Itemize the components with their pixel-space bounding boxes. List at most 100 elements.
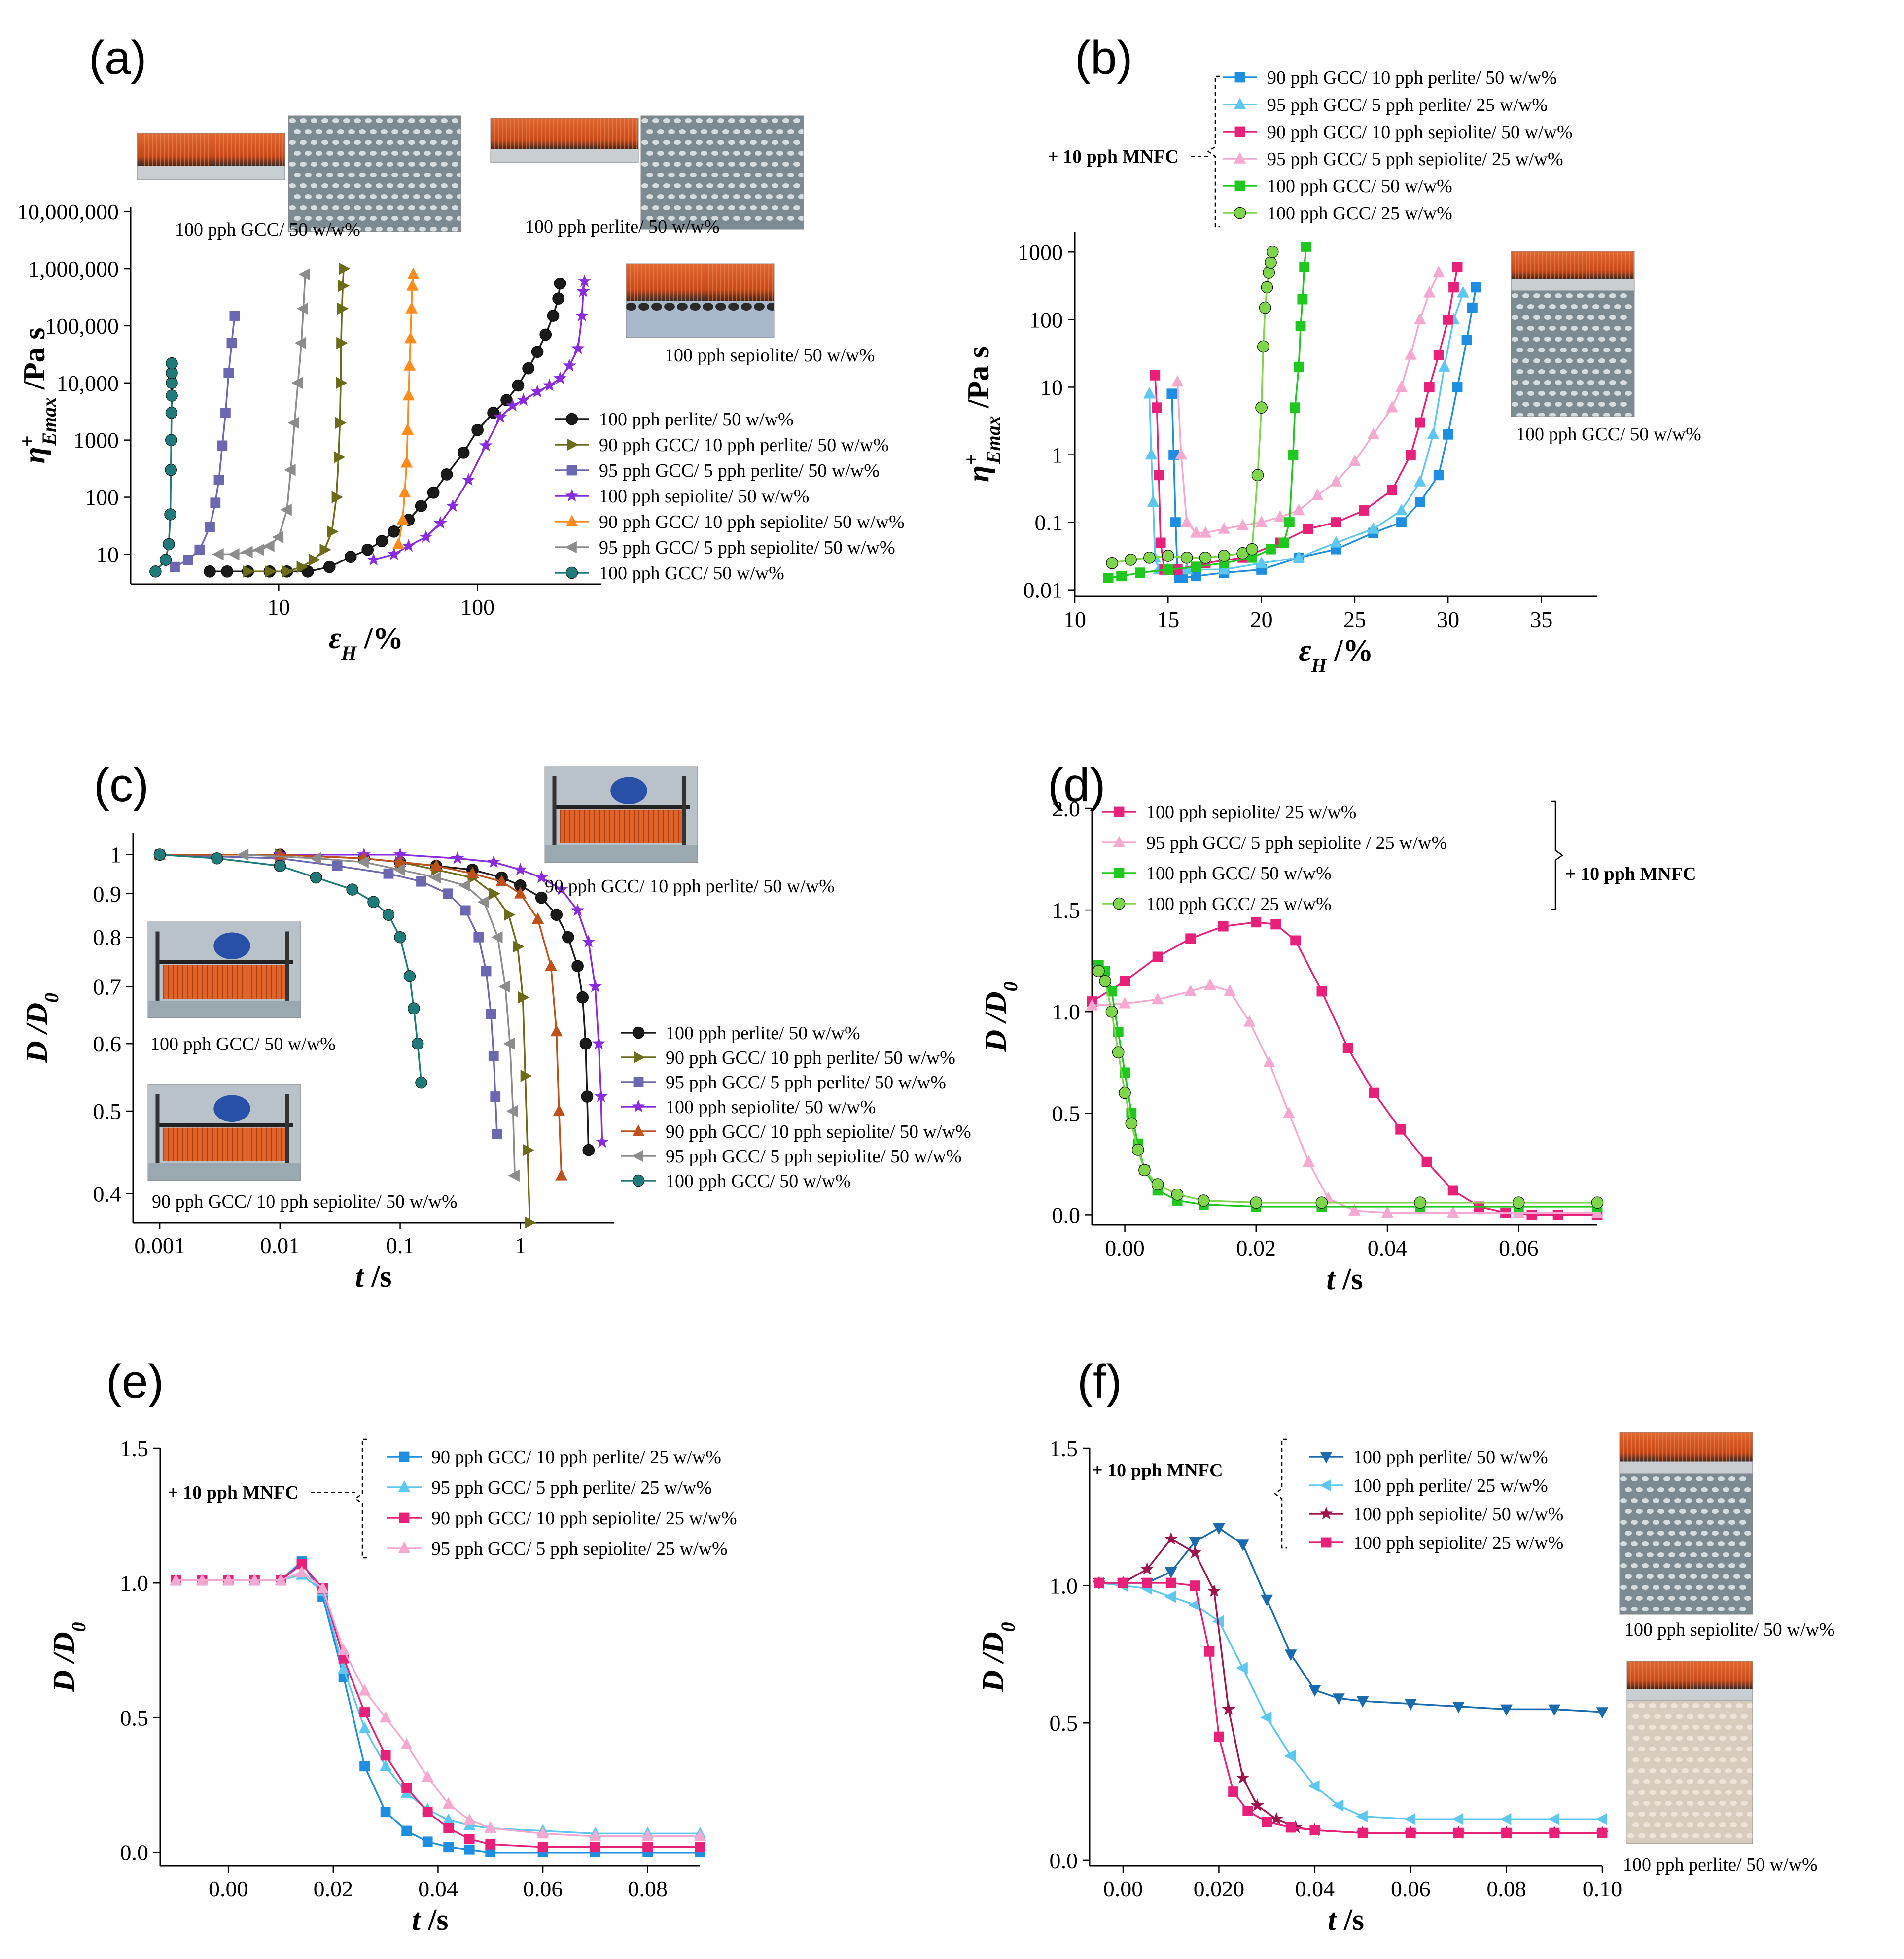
data-point	[1438, 360, 1450, 372]
data-point	[163, 538, 175, 551]
data-point	[554, 277, 566, 290]
legend-entry: 100 pph sepiolite/ 50 w/w%	[599, 486, 809, 507]
data-point	[1457, 286, 1469, 298]
x-tick-label: 0.04	[1368, 1235, 1408, 1260]
data-point	[1207, 1584, 1221, 1597]
legend-entry: 100 pph sepiolite/ 50 w/w%	[666, 1097, 876, 1118]
data-point	[1406, 450, 1416, 460]
legend: 100 pph perlite/ 50 w/w% 90 pph GCC/ 10 p…	[621, 1023, 971, 1191]
data-point	[461, 473, 475, 486]
data-point	[1549, 1827, 1560, 1838]
data-point	[237, 848, 249, 861]
data-point	[1395, 1124, 1406, 1135]
series-line	[280, 853, 603, 1142]
y-tick-label: 100,000	[45, 314, 119, 339]
data-point	[226, 338, 237, 349]
data-point	[359, 1707, 370, 1717]
data-point	[1330, 536, 1342, 548]
data-point	[408, 1002, 420, 1014]
data-point	[1125, 554, 1137, 566]
data-point	[1467, 302, 1478, 313]
data-point	[1451, 1813, 1464, 1825]
data-point	[1112, 1046, 1125, 1058]
series-7	[153, 848, 427, 1089]
data-point	[153, 848, 166, 861]
data-point	[159, 554, 172, 566]
data-point	[1356, 1810, 1368, 1822]
y-axis-label: η+Emax /Pa s	[16, 328, 60, 464]
data-point	[204, 565, 216, 578]
legend-marker	[1234, 152, 1246, 164]
series-line	[1092, 984, 1597, 1214]
data-point	[1172, 564, 1183, 575]
series-line	[397, 274, 415, 545]
data-point	[1359, 505, 1370, 516]
data-point	[1471, 282, 1481, 293]
data-point	[1283, 1106, 1295, 1118]
y-tick-label: 1.0	[1052, 999, 1081, 1024]
data-point	[1342, 1043, 1353, 1053]
legend-entry: 100 pph perlite/ 50 w/w%	[599, 409, 794, 430]
legend-marker	[1319, 1506, 1333, 1520]
data-point	[479, 438, 493, 452]
data-point	[440, 468, 453, 481]
data-point	[220, 407, 231, 418]
data-point	[1308, 1780, 1320, 1792]
y-tick-label: 1000	[73, 428, 119, 453]
data-point	[1236, 1771, 1250, 1784]
data-point	[1395, 503, 1408, 516]
data-point	[1461, 335, 1472, 346]
data-point	[1138, 1164, 1151, 1177]
data-point	[1204, 1646, 1215, 1657]
y-tick-label: 1.0	[1050, 1574, 1078, 1599]
legend-entry: 95 pph GCC/ 5 pph perlite/ 25 w/w%	[431, 1477, 712, 1498]
data-point	[1596, 1707, 1609, 1719]
data-point	[594, 1089, 608, 1103]
series-7	[149, 357, 178, 578]
data-point	[170, 561, 180, 572]
data-point	[443, 1823, 454, 1833]
data-point	[1404, 1813, 1415, 1825]
data-point	[165, 464, 177, 476]
x-tick-label: 0.1	[386, 1233, 415, 1258]
data-point	[1263, 1055, 1275, 1067]
data-point	[1118, 1577, 1128, 1588]
data-point	[485, 1847, 496, 1858]
series-line	[1097, 970, 1597, 1204]
data-point	[380, 1750, 391, 1761]
data-point	[166, 377, 178, 389]
data-point	[1316, 986, 1327, 997]
data-point	[1274, 510, 1286, 522]
data-point	[282, 565, 294, 578]
data-point	[407, 267, 420, 279]
data-point	[1526, 1209, 1537, 1220]
data-point	[394, 855, 406, 867]
data-point	[1255, 516, 1268, 527]
data-point	[337, 302, 349, 315]
data-point	[1330, 475, 1342, 487]
photo-caption: 100 pph GCC/ 50 w/w%	[1516, 424, 1701, 445]
data-point	[489, 887, 500, 900]
data-point	[1191, 561, 1201, 572]
data-point	[1285, 1822, 1296, 1833]
data-point	[1386, 401, 1398, 413]
series-line	[1099, 1582, 1602, 1820]
data-point	[1284, 1749, 1296, 1762]
series-line	[1108, 246, 1307, 579]
photo-inset	[147, 1084, 301, 1181]
data-point	[296, 560, 308, 573]
data-point	[577, 274, 592, 287]
mnfc-label: + 10 pph MNFC	[1092, 1460, 1223, 1481]
data-point	[1251, 917, 1262, 928]
panel-letter: (e)	[106, 1355, 164, 1408]
x-tick-label: 0.10	[1583, 1876, 1622, 1901]
data-point	[464, 1833, 475, 1844]
data-point	[1414, 1196, 1426, 1209]
chart-panel-1: (a) 10 100 10 100 1000 10,000 100,000 1,000,000 1…	[16, 32, 905, 664]
y-axis-label: D /D0	[977, 1622, 1019, 1692]
data-point	[1165, 1577, 1176, 1588]
series-line	[1092, 921, 1597, 1216]
data-point	[514, 887, 527, 899]
data-point	[547, 310, 560, 322]
